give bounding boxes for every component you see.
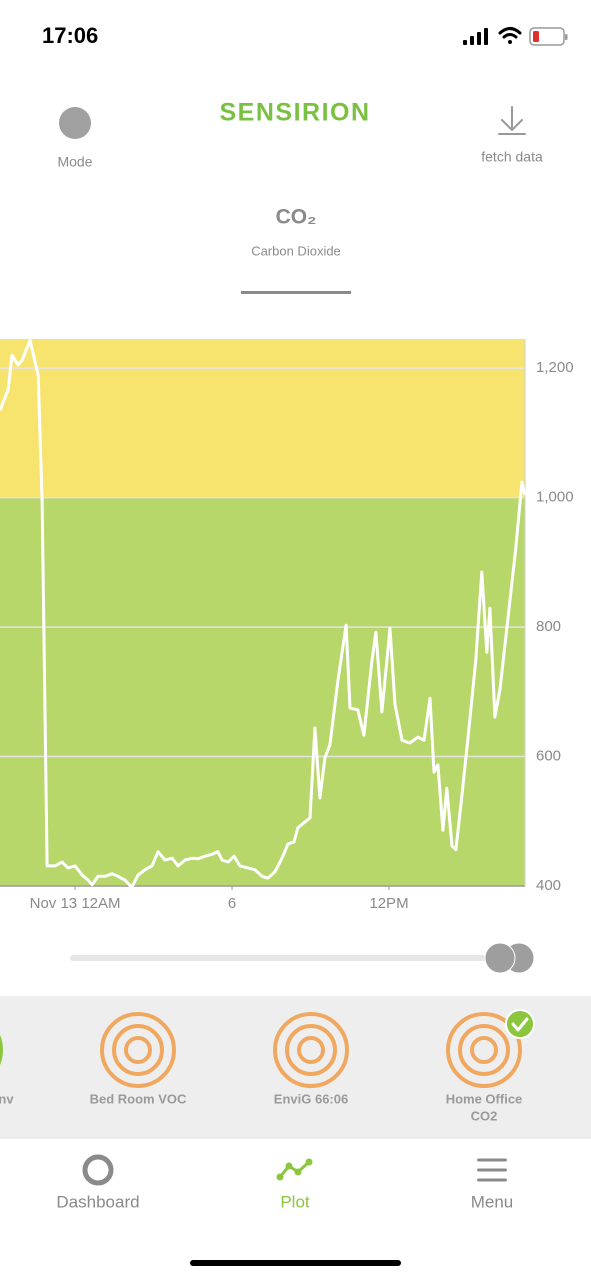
sensor-item[interactable]: Bed Room VOC: [90, 1012, 187, 1106]
tab-icon: [278, 1160, 311, 1178]
sensor-ring: [458, 1024, 510, 1076]
sensor-ring: [0, 1035, 3, 1065]
sensor-label: Home Office: [446, 1091, 523, 1106]
tab-icon-dot: [294, 1168, 302, 1176]
mode-label: Mode: [57, 154, 92, 170]
tab[interactable]: Plot: [276, 1158, 313, 1212]
selected-check: [511, 1017, 529, 1032]
home-indicator: [190, 1260, 401, 1266]
selected-badge: [505, 1009, 535, 1039]
sensor-item[interactable]: EnviG 66:06: [273, 1012, 349, 1106]
fetch-label[interactable]: fetch data: [481, 149, 543, 165]
y-tick-label: 1,200: [536, 359, 574, 376]
sensor-ring: [273, 1012, 349, 1088]
mode-button[interactable]: [59, 107, 91, 139]
sensor-ring: [124, 1036, 152, 1064]
band-below: [0, 497, 525, 886]
tab-icon-dot: [305, 1158, 313, 1166]
tab[interactable]: Menu: [471, 1158, 514, 1212]
tab-label: Plot: [280, 1192, 310, 1211]
sensor-ring: [285, 1024, 337, 1076]
x-tick-label: Nov 13 12AM: [30, 895, 121, 912]
tab[interactable]: Dashboard: [56, 1154, 140, 1211]
band-above: [0, 339, 525, 498]
sensor-ring: [446, 1012, 522, 1088]
wifi-icon: [498, 27, 522, 44]
range-track: [70, 955, 522, 961]
sensor-ring: [100, 1012, 176, 1088]
status-time: 17:06: [42, 23, 98, 48]
chart: 400 600 800 1,000 1,200 Nov 13 12AM 6 12PM: [0, 338, 574, 912]
sensor-list: nv Bed Room VOC EnviG 66:06 Home Office CO2: [0, 1009, 535, 1123]
tab-icon-dot: [276, 1173, 284, 1181]
signal-icon: [463, 28, 488, 45]
y-tick-label: 400: [536, 877, 561, 894]
sensor-ring: [470, 1036, 498, 1064]
sensor-label: Bed Room VOC: [90, 1091, 187, 1106]
tab-icon-dot: [285, 1162, 293, 1170]
sensor-label: CO2: [471, 1108, 498, 1123]
battery-icon: [529, 27, 568, 46]
x-tick-label: 12PM: [369, 895, 408, 912]
x-tick-label: 6: [228, 895, 236, 912]
tab-icon: [477, 1158, 507, 1162]
tab-icon: [477, 1168, 507, 1172]
metric-underline: [241, 291, 351, 294]
tab-icon: [477, 1178, 507, 1182]
sensor-ring: [297, 1036, 325, 1064]
metric-title: CO₂: [276, 206, 317, 229]
y-tick-label: 800: [536, 618, 561, 635]
fetch-icon[interactable]: [498, 106, 526, 135]
sensor-ring: [112, 1024, 164, 1076]
tab-label: Menu: [471, 1192, 514, 1211]
tab-icon: [82, 1154, 114, 1186]
tab-label: Dashboard: [56, 1192, 139, 1211]
data-line: [0, 338, 527, 889]
metric-subtitle: Carbon Dioxide: [251, 243, 341, 258]
sensor-label: nv: [0, 1091, 14, 1106]
tab-bar: Dashboard Plot Menu: [0, 1137, 591, 1212]
sensor-item[interactable]: nv: [0, 1014, 14, 1106]
sensor-item[interactable]: Home Office CO2: [446, 1009, 535, 1123]
range-handle[interactable]: [484, 942, 516, 974]
y-tick-label: 600: [536, 748, 561, 765]
y-tick-label: 1,000: [536, 489, 574, 506]
sensor-label: EnviG 66:06: [274, 1091, 348, 1106]
brand-logo: SENSIRION: [219, 99, 370, 127]
